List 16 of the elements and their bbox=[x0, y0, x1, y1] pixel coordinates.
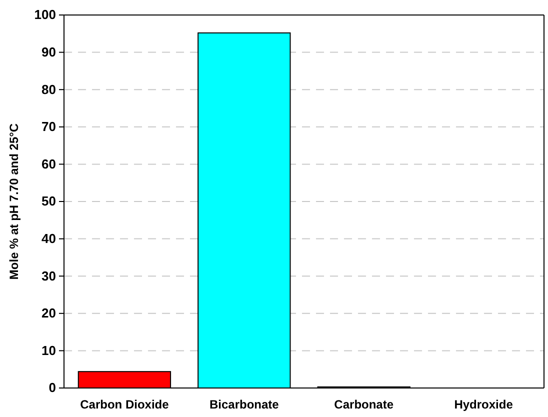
y-tick-label: 30 bbox=[42, 268, 56, 284]
y-tick-label: 70 bbox=[42, 119, 56, 134]
y-tick-label: 50 bbox=[42, 194, 56, 209]
y-axis-title: Mole % at pH 7.70 and 25°C bbox=[7, 123, 21, 280]
x-tick-label: Carbonate bbox=[334, 398, 394, 412]
y-tick-label: 100 bbox=[34, 7, 56, 22]
y-tick-label: 0 bbox=[48, 380, 56, 396]
x-tick-label: Carbon Dioxide bbox=[80, 398, 170, 412]
y-tick-label: 40 bbox=[42, 230, 56, 246]
y-tick-label: 10 bbox=[42, 342, 56, 358]
y-tick-label: 60 bbox=[42, 156, 56, 172]
x-tick-label: Hydroxide bbox=[454, 398, 514, 412]
y-tick-label: 20 bbox=[42, 306, 56, 321]
x-tick-label: Bicarbonate bbox=[209, 398, 280, 412]
y-tick-label: 80 bbox=[42, 82, 56, 97]
y-tick-label: 90 bbox=[42, 44, 56, 60]
